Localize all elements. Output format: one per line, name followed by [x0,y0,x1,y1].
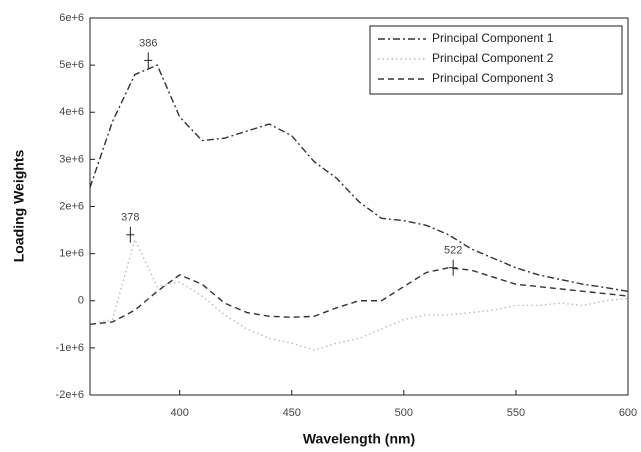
y-tick-label: 4e+6 [59,106,84,118]
y-tick-label: 6e+6 [59,12,84,24]
x-tick-label: 550 [507,407,525,419]
y-tick-label: 3e+6 [59,153,84,165]
series-line [89,267,629,326]
y-tick-label: 1e+6 [59,248,84,260]
x-tick-label: 400 [170,407,188,419]
series-line [89,64,629,293]
y-tick-label: 2e+6 [59,200,84,212]
y-axis-title: Loading Weights [11,150,27,263]
legend-label: Principal Component 1 [432,31,554,45]
legend-box [369,25,623,95]
annotation-label: 386 [139,37,157,49]
annotation-label: 522 [444,245,462,257]
x-tick-label: 500 [395,407,413,419]
y-tick-label: -1e+6 [56,342,84,354]
y-tick-label: -2e+6 [56,389,84,401]
series-line [89,237,629,351]
x-tick-label: 600 [619,407,637,419]
x-axis-title: Wavelength (nm) [303,431,415,447]
annotation-label: 378 [121,212,139,224]
legend-label: Principal Component 2 [432,51,554,65]
y-tick-label: 5e+6 [59,59,84,71]
x-tick-label: 450 [283,407,301,419]
y-tick-label: 0 [78,295,84,307]
legend-label: Principal Component 3 [432,71,554,85]
